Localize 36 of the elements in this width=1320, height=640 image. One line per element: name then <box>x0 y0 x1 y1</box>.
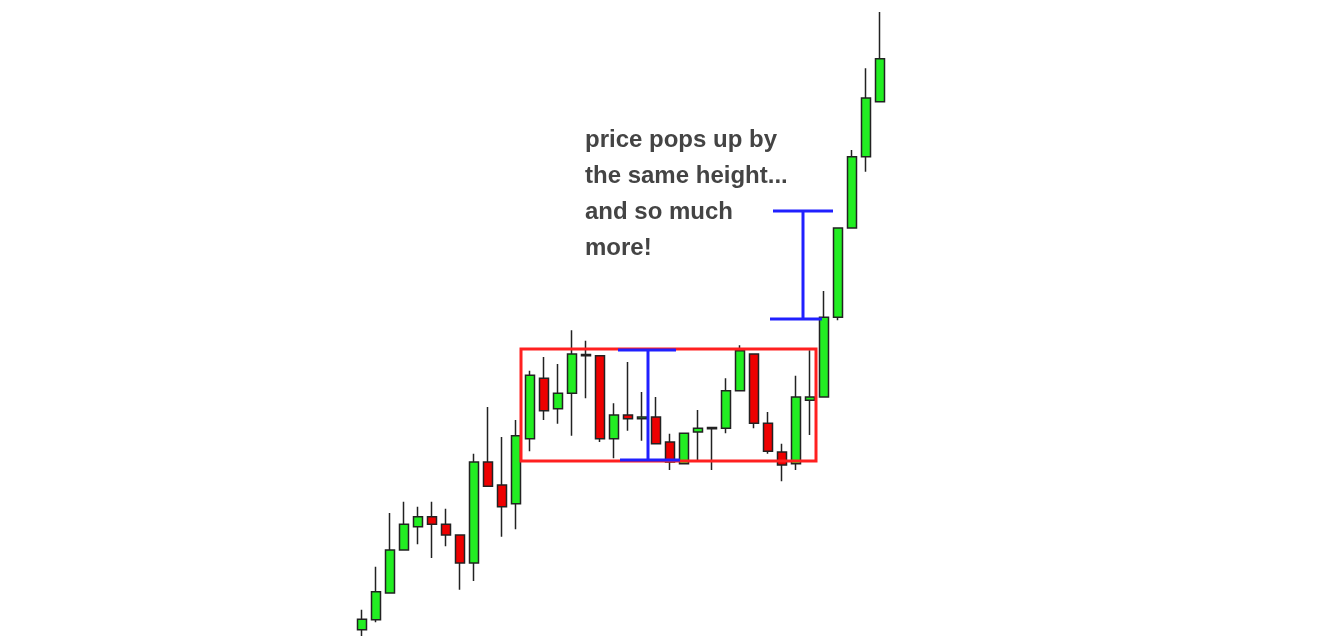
candlestick <box>804 349 816 436</box>
annotation: price pops up by the same height... and so much more! <box>585 124 788 260</box>
candlestick <box>398 501 410 551</box>
candlestick <box>692 409 704 461</box>
candlestick <box>608 402 620 459</box>
candlestick <box>468 453 480 582</box>
candlestick <box>846 149 858 229</box>
candlestick <box>762 411 774 455</box>
candlestick <box>552 363 564 425</box>
candlestick <box>874 11 886 103</box>
candlestick <box>426 501 438 559</box>
candlestick <box>566 329 578 437</box>
candlestick <box>384 512 396 594</box>
candlestick <box>734 344 746 392</box>
candlestick <box>832 226 844 322</box>
candlestick <box>538 356 550 421</box>
candlestick <box>454 534 466 591</box>
candlestick <box>412 506 424 546</box>
candlestick <box>860 67 872 173</box>
candlestick <box>594 354 606 443</box>
candlestick <box>510 419 522 531</box>
candlestick <box>524 370 536 453</box>
candlestick <box>580 340 592 400</box>
candlestick <box>720 377 732 434</box>
candlestick <box>622 361 634 432</box>
candlestick <box>706 426 718 471</box>
candlestick <box>356 609 368 637</box>
candlestick <box>370 565 382 624</box>
candlestick <box>748 353 760 429</box>
candlestick <box>636 391 648 442</box>
candlestick <box>818 290 830 398</box>
candlestick <box>650 396 662 445</box>
candlestick <box>482 406 494 487</box>
candlestick <box>440 507 452 547</box>
candlestick <box>790 375 802 471</box>
candlestick <box>496 436 508 538</box>
